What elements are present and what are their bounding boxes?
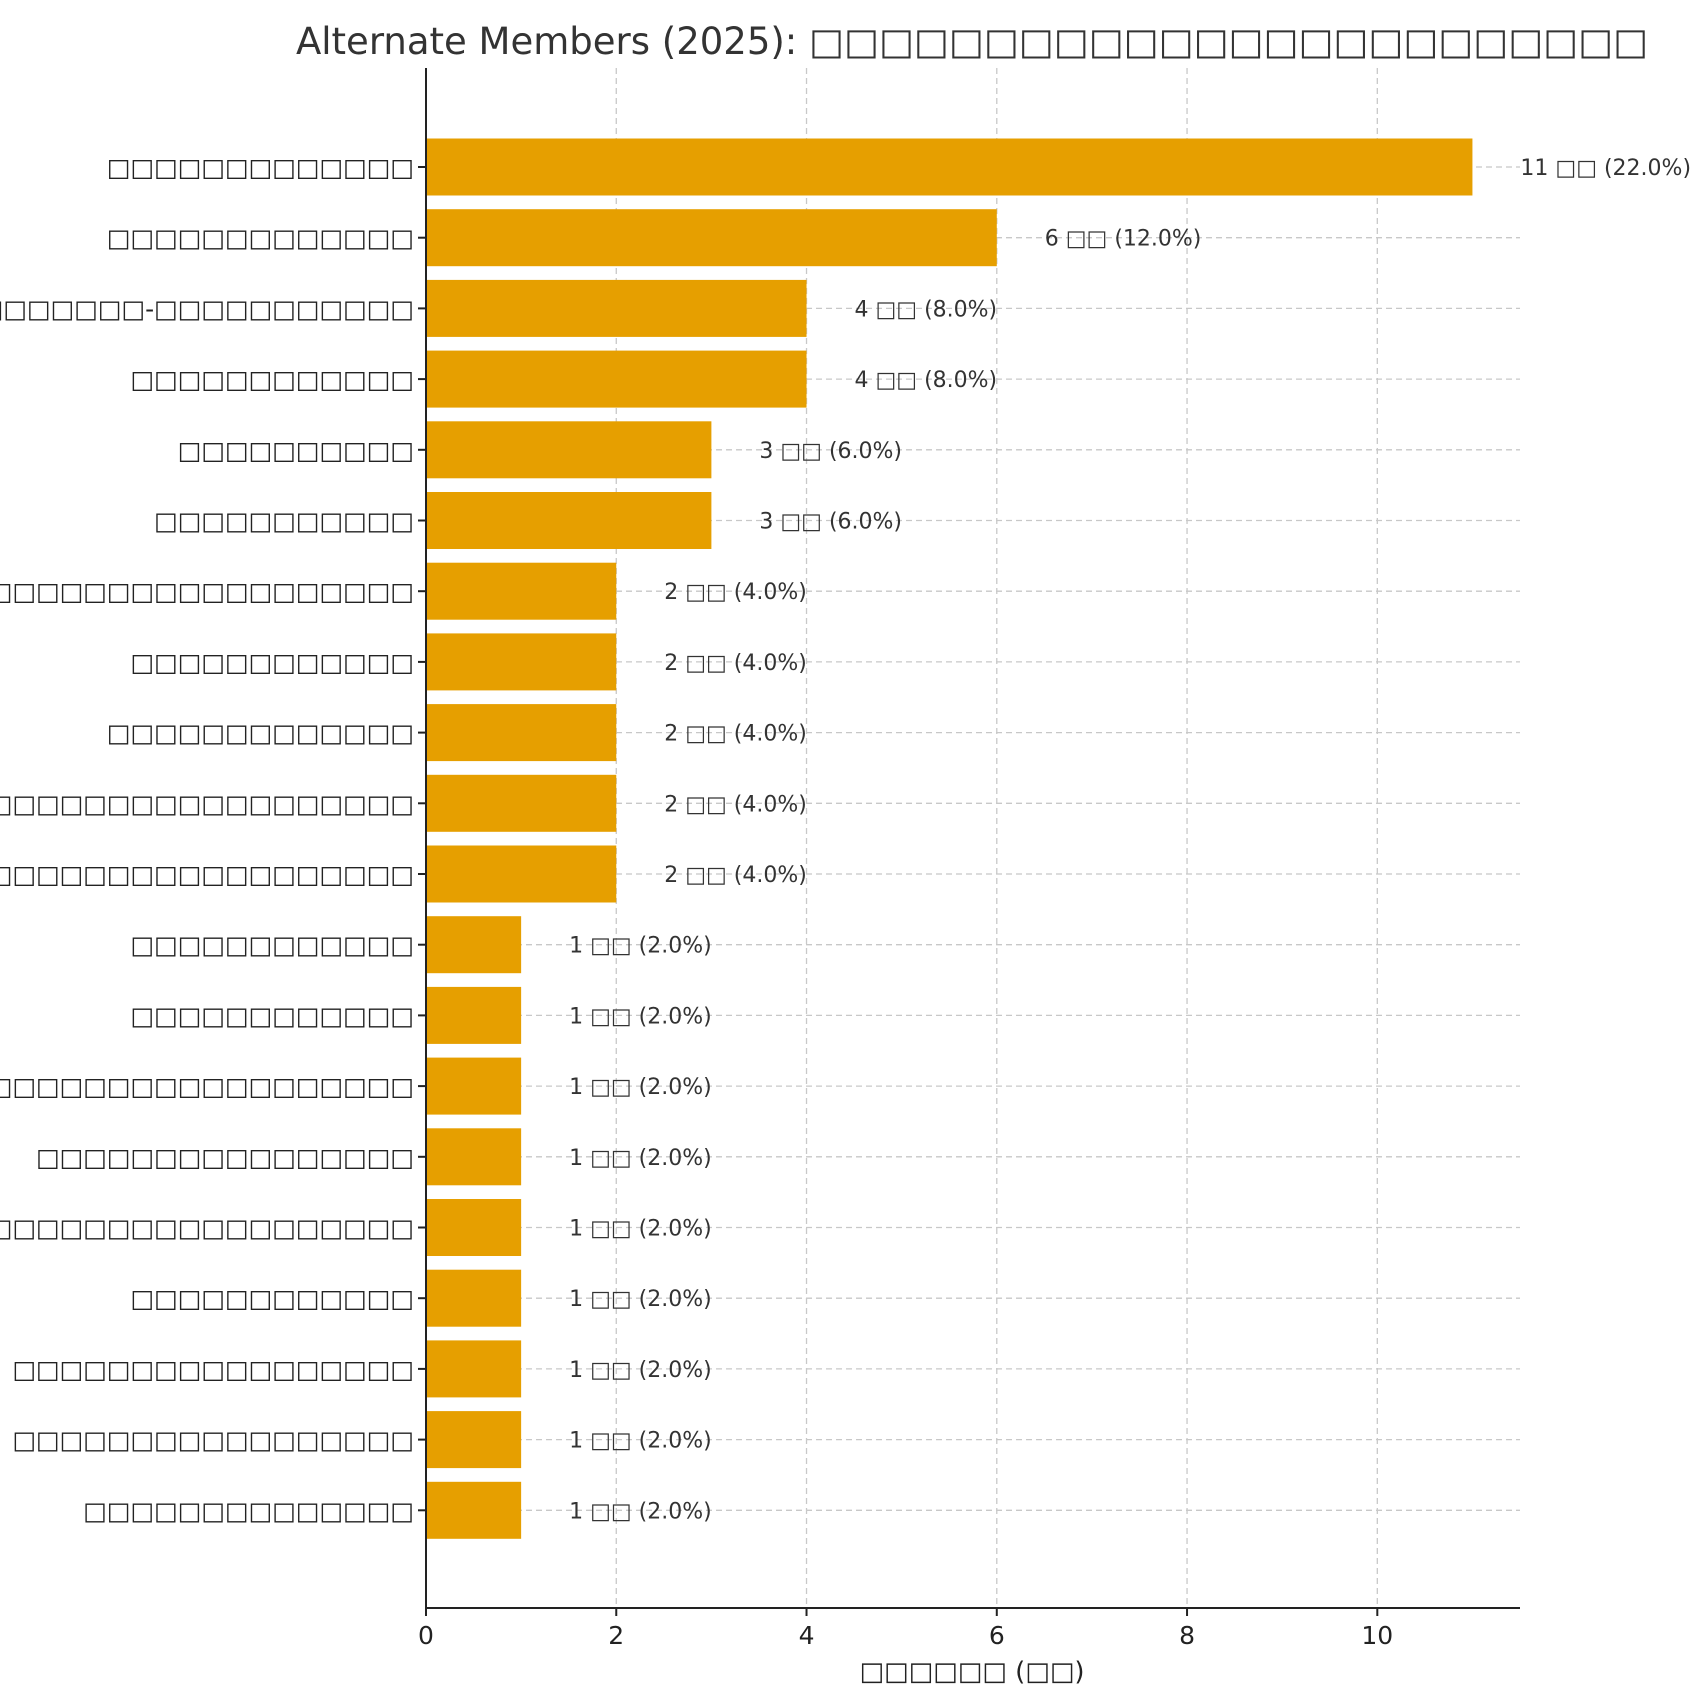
x-axis-label: □□□□□□ (□□)	[859, 1657, 1084, 1687]
bar-value-label: 1 □□ (2.0%)	[569, 1358, 712, 1383]
y-tick-label: □□□□□□□□□□□□□□□□□□	[0, 577, 414, 606]
y-tick-label: □□□□□□□□□□□□□□□□□□□□	[0, 1072, 414, 1101]
x-tick-label: 10	[1361, 1621, 1393, 1650]
bar	[426, 350, 807, 408]
bar-value-label: 2 □□ (4.0%)	[664, 651, 807, 676]
bar	[426, 1269, 522, 1327]
bar	[426, 1057, 522, 1115]
y-tick-labels: □□□□□□□□□□□□□□□□□□□□□□□□□□□□□□□□□□□-□□□□…	[0, 153, 426, 1525]
bar-value-label: 3 □□ (6.0%)	[759, 439, 902, 464]
bar-value-label: 3 □□ (6.0%)	[759, 510, 902, 535]
bar-value-label: 1 □□ (2.0%)	[569, 1287, 712, 1312]
y-tick-label: □□□□□□□□□□□□□□□□□□□□	[0, 1214, 414, 1243]
y-tick-label: □□□□□□□□□□□□	[131, 1284, 414, 1313]
bar	[426, 138, 1473, 196]
y-tick-label: □□□□□□□□□□□□	[131, 931, 414, 960]
data-labels: 11 □□ (22.0%) 6 □□ (12.0%) 4 □□ (8.0%) 4 □□…	[569, 156, 1691, 1524]
bar-value-label: 11 □□ (22.0%)	[1520, 156, 1691, 181]
x-tick-label: 6	[989, 1621, 1005, 1650]
bars	[426, 138, 1473, 1539]
bar	[426, 1199, 522, 1256]
bar-value-label: 6 □□ (12.0%)	[1045, 227, 1202, 252]
y-tick-label: □□□□□□□□□□□□□	[107, 153, 414, 182]
bar-value-label: 1 □□ (2.0%)	[569, 1004, 712, 1029]
bar	[426, 562, 617, 620]
x-tick-label: 4	[799, 1621, 815, 1650]
bar-value-label: 1 □□ (2.0%)	[569, 934, 712, 959]
bar	[426, 1340, 522, 1398]
x-tick-labels: 0 2 4 6 8 10	[418, 1608, 1393, 1650]
bar-value-label: 1 □□ (2.0%)	[569, 1217, 712, 1242]
bar-value-label: 2 □□ (4.0%)	[664, 863, 807, 888]
bar	[426, 986, 522, 1044]
y-tick-label: □□□□□□□□□□□□□□	[83, 1496, 414, 1525]
x-tick-label: 8	[1179, 1621, 1195, 1650]
y-tick-label: □□□□□□□□□-□□□□□□□□□□□	[0, 294, 414, 323]
bar-value-label: 4 □□ (8.0%)	[855, 368, 998, 393]
bar-value-label: 2 □□ (4.0%)	[664, 722, 807, 747]
bar	[426, 1128, 522, 1186]
bar	[426, 209, 997, 267]
bar	[426, 1481, 522, 1539]
chart-title: Alternate Members (2025): □□□□□□□□□□□□□□…	[296, 20, 1648, 63]
y-tick-label: □□□□□□□□□□□□□□□□□□□□□□□□□	[0, 789, 414, 818]
y-tick-label: □□□□□□□□□□□□□□□□□	[12, 1355, 414, 1384]
bar	[426, 704, 617, 762]
bar-value-label: 1 □□ (2.0%)	[569, 1146, 712, 1171]
bar-value-label: 1 □□ (2.0%)	[569, 1429, 712, 1454]
bar-value-label: 2 □□ (4.0%)	[664, 792, 807, 817]
bar	[426, 492, 712, 549]
bar-value-label: 1 □□ (2.0%)	[569, 1499, 712, 1524]
y-tick-label: □□□□□□□□□□	[178, 436, 414, 465]
y-tick-label: □□□□□□□□□□□□□□□□□□□	[0, 860, 414, 889]
y-tick-label: □□□□□□□□□□□□□	[107, 719, 414, 748]
x-tick-label: 2	[608, 1621, 624, 1650]
y-tick-label: □□□□□□□□□□□□□□□□	[36, 1143, 414, 1172]
bar	[426, 916, 522, 974]
bar-value-label: 2 □□ (4.0%)	[664, 580, 807, 605]
bar	[426, 845, 617, 903]
bar	[426, 774, 617, 832]
y-tick-label: □□□□□□□□□□□□	[131, 648, 414, 677]
y-tick-label: □□□□□□□□□□□□	[131, 365, 414, 394]
bar-value-label: 1 □□ (2.0%)	[569, 1075, 712, 1100]
y-tick-label: □□□□□□□□□□□□□	[107, 224, 414, 253]
bar	[426, 1411, 522, 1469]
y-tick-label: □□□□□□□□□□□	[154, 507, 414, 536]
x-tick-label: 0	[418, 1621, 434, 1650]
y-tick-label: □□□□□□□□□□□□	[131, 1001, 414, 1030]
bar	[426, 421, 712, 479]
bar	[426, 633, 617, 691]
bar-value-label: 4 □□ (8.0%)	[855, 297, 998, 322]
y-tick-label: □□□□□□□□□□□□□□□□□	[12, 1426, 414, 1455]
bar	[426, 279, 807, 337]
